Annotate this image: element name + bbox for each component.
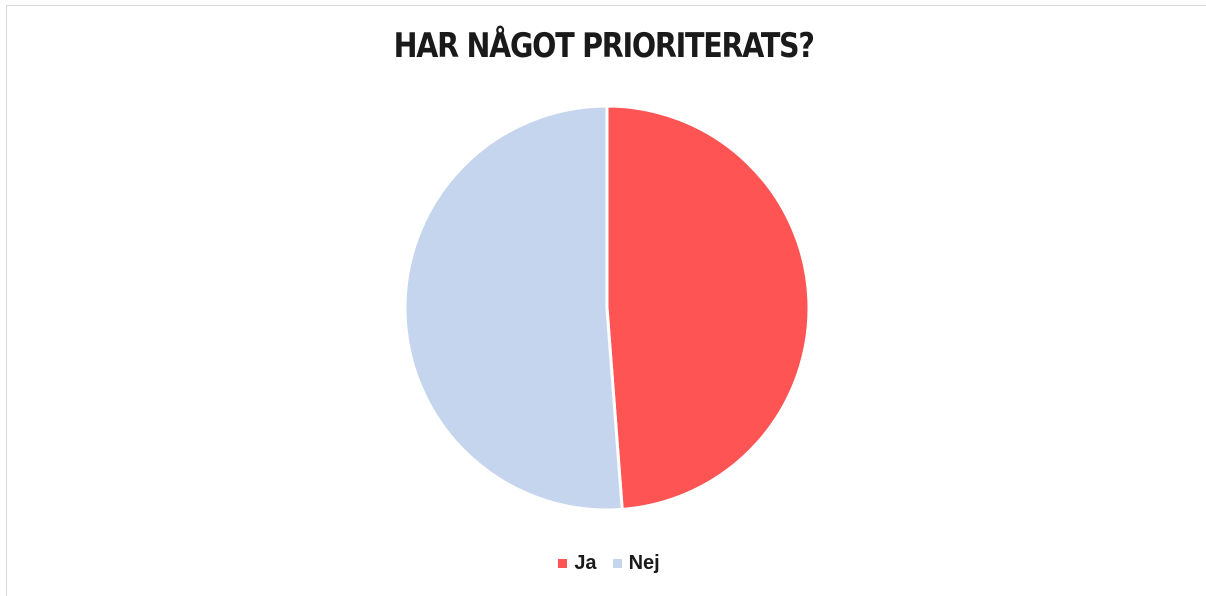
legend-item-ja: Ja	[558, 552, 597, 575]
legend-swatch-nej	[612, 559, 622, 568]
chart-title: HAR NÅGOT PRIORITERATS?	[393, 26, 815, 66]
legend-label-ja: Ja	[574, 552, 597, 574]
legend: Ja Nej	[6, 552, 1206, 575]
legend-swatch-ja	[558, 559, 568, 568]
pie-slice-ja	[605, 104, 811, 511]
legend-label-nej: Nej	[628, 552, 660, 574]
legend-item-nej: Nej	[612, 552, 660, 575]
pie-slice-nej	[403, 104, 624, 512]
